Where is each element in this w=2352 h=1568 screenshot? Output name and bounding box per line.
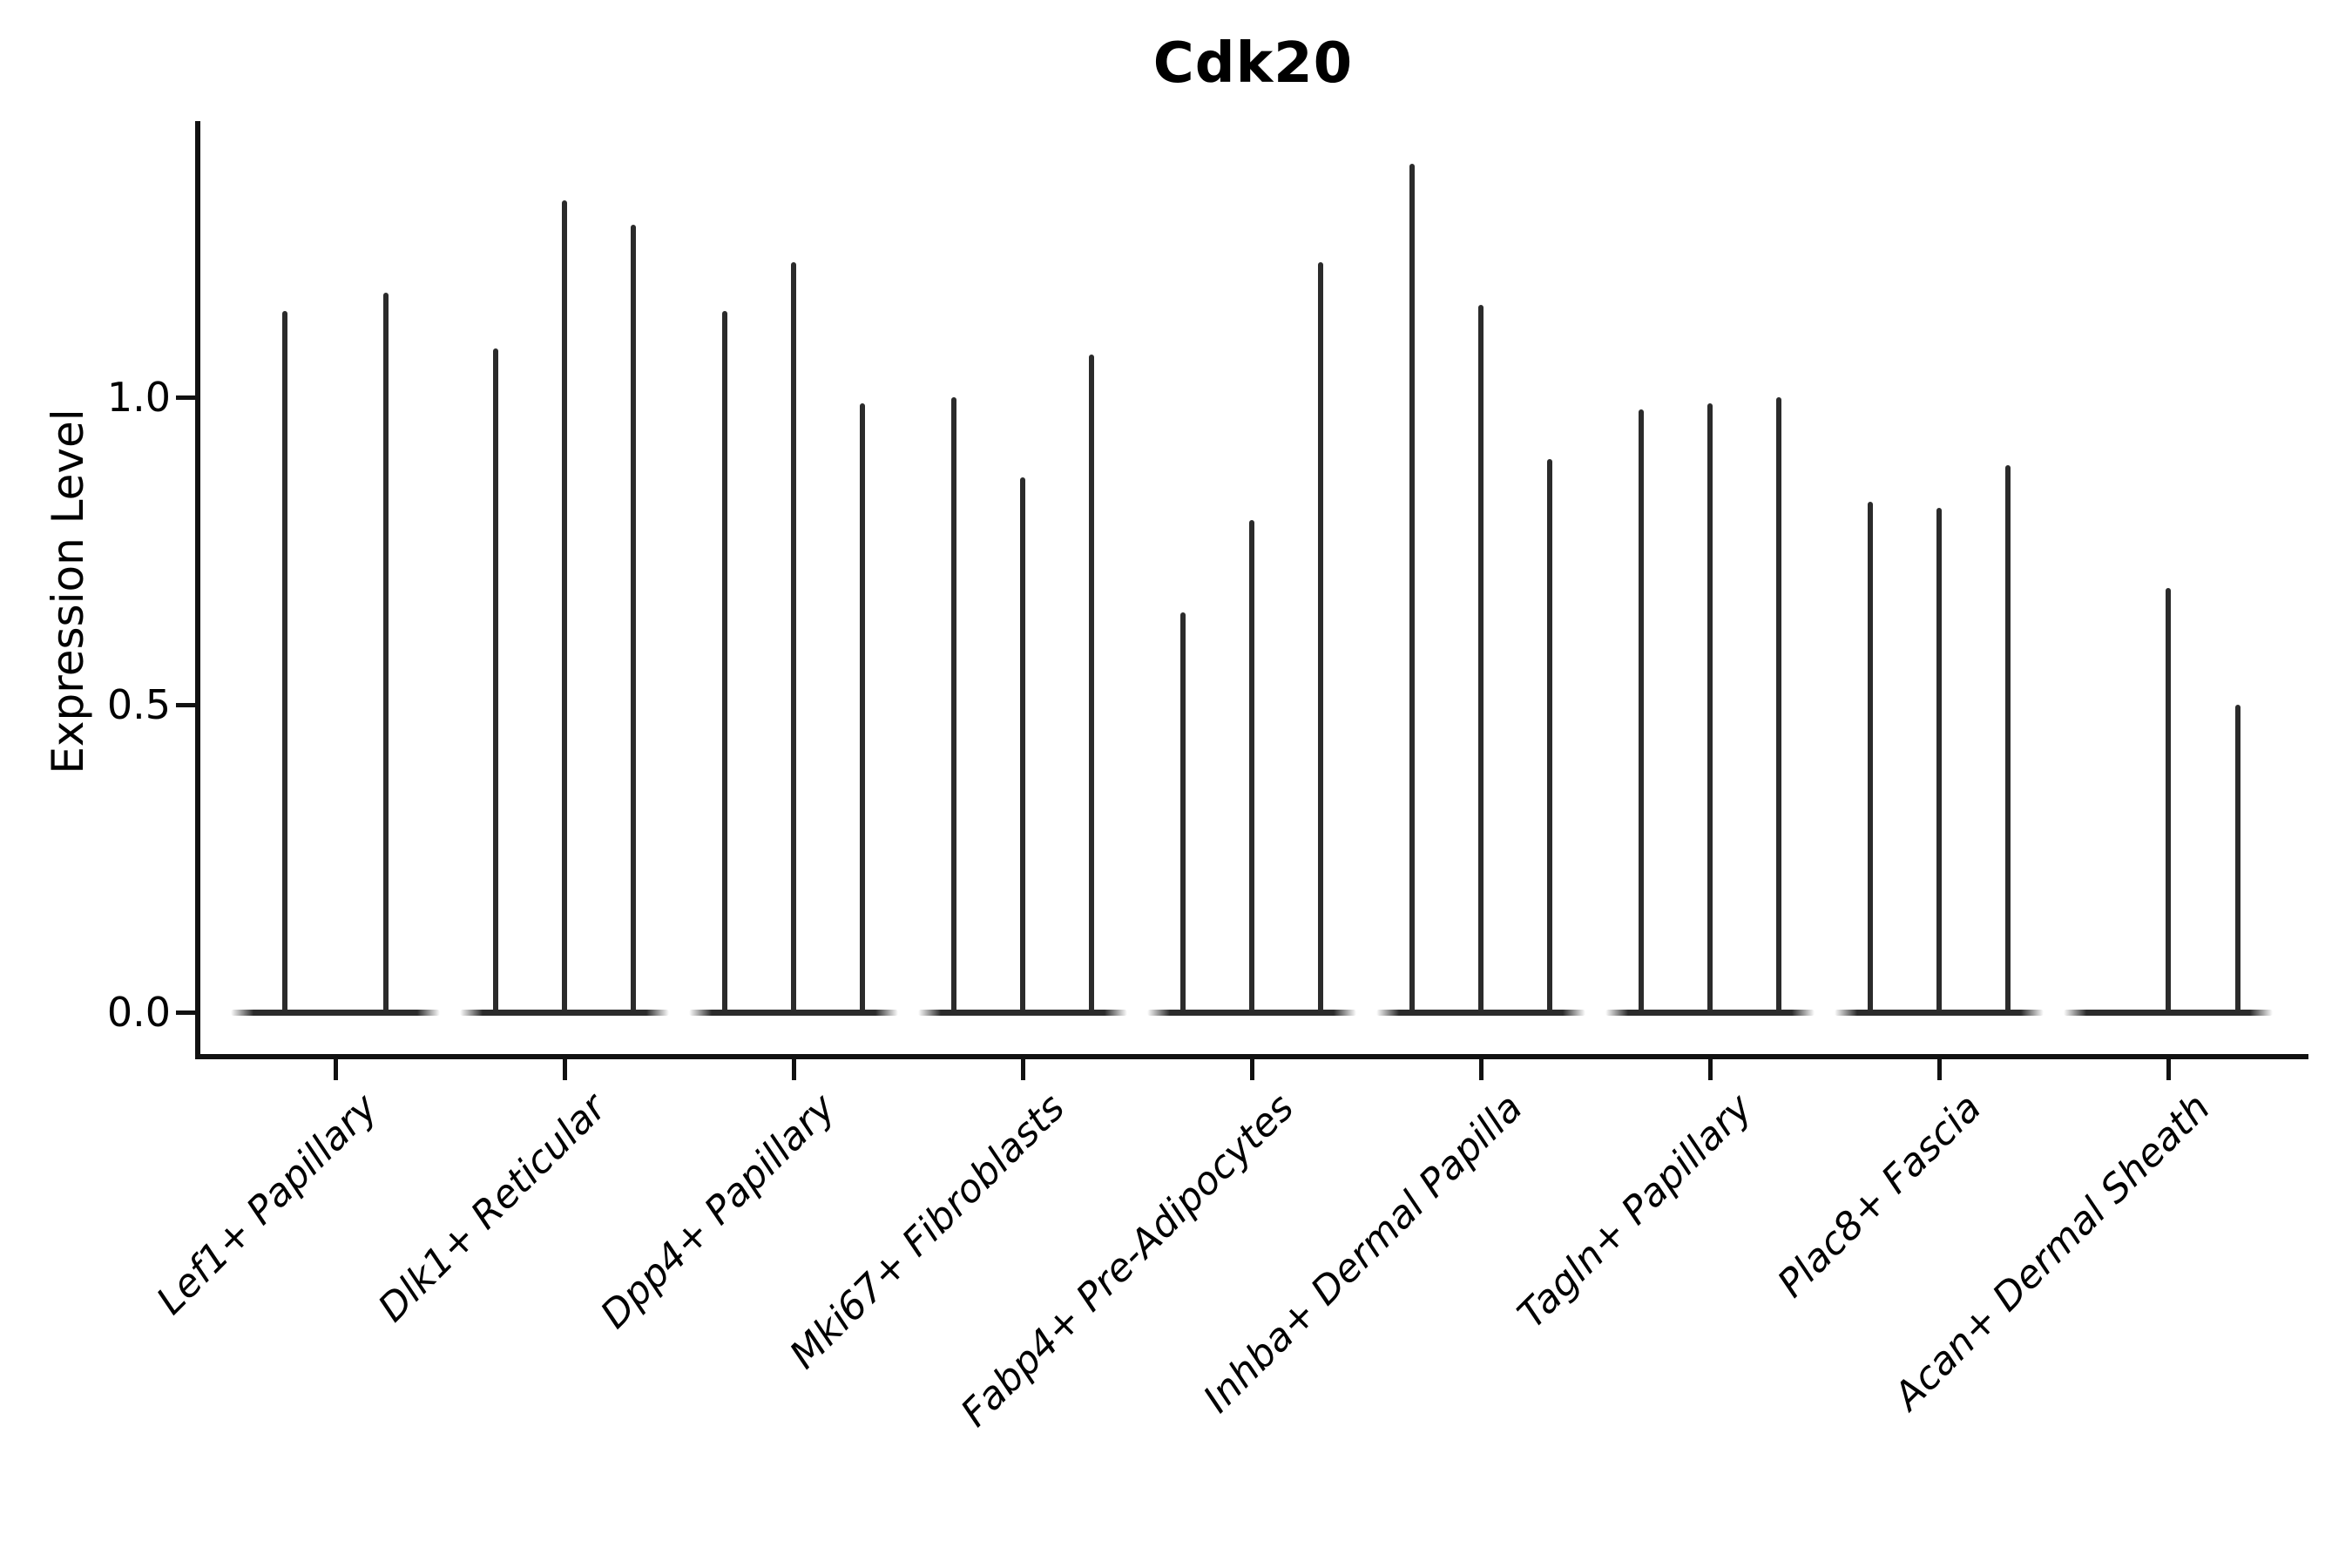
violin-baseline xyxy=(231,1010,440,1016)
violin-spike xyxy=(2005,464,2011,1012)
violin-baseline xyxy=(689,1010,898,1016)
y-tick-label: 0.5 xyxy=(106,681,171,728)
x-tick xyxy=(1021,1059,1025,1080)
x-tick xyxy=(563,1059,567,1080)
violin-spike xyxy=(1089,354,1094,1012)
y-tick xyxy=(176,1010,196,1015)
x-tick-label: Dlk1+ Reticular xyxy=(369,1085,616,1331)
violin-spike xyxy=(1936,508,1942,1012)
violin-spike xyxy=(951,397,956,1012)
x-tick-label: Lef1+ Papillary xyxy=(148,1085,387,1324)
x-tick xyxy=(1708,1059,1713,1080)
violin-spike xyxy=(2235,705,2240,1012)
y-axis-spine xyxy=(195,121,200,1059)
violin-baseline xyxy=(1605,1010,1815,1016)
x-tick xyxy=(1250,1059,1254,1080)
violin-spike xyxy=(1409,163,1415,1012)
violin-spike xyxy=(860,403,865,1012)
violin-spike xyxy=(1776,397,1781,1012)
violin-spike xyxy=(722,311,727,1012)
violin-spike xyxy=(1020,476,1025,1012)
violin-spike xyxy=(1868,502,1873,1012)
x-axis-spine xyxy=(195,1054,2308,1059)
x-tick xyxy=(1479,1059,1484,1080)
x-tick xyxy=(2166,1059,2171,1080)
violin-spike xyxy=(282,311,287,1012)
violin-baseline xyxy=(918,1010,1127,1016)
violin-baseline xyxy=(2064,1010,2273,1016)
y-tick xyxy=(176,395,196,400)
violin-spike xyxy=(1478,305,1484,1012)
y-tick xyxy=(176,703,196,707)
violin-baseline xyxy=(1835,1010,2044,1016)
violin-spike xyxy=(562,200,567,1012)
x-tick-label: Plac8+ Fascia xyxy=(1768,1085,1990,1307)
violin-spike xyxy=(493,348,498,1012)
violin-spike xyxy=(1547,458,1552,1012)
violin-spike xyxy=(1707,403,1713,1012)
violin-spike xyxy=(1180,612,1186,1012)
violin-spike xyxy=(1249,520,1254,1012)
y-axis-label: Expression Level xyxy=(43,409,93,774)
violin-spike xyxy=(2166,587,2171,1012)
chart-title: Cdk20 xyxy=(1152,31,1354,96)
violin-baseline xyxy=(1147,1010,1356,1016)
x-tick xyxy=(334,1059,338,1080)
x-tick xyxy=(1937,1059,1942,1080)
y-tick-label: 0.0 xyxy=(106,989,171,1036)
violin-spike xyxy=(791,261,796,1012)
violin-baseline xyxy=(460,1010,669,1016)
x-tick-label: Dpp4+ Papillary xyxy=(592,1085,845,1338)
violin-spike xyxy=(1318,261,1323,1012)
violin-spike xyxy=(383,292,389,1012)
violin-spike xyxy=(1639,409,1644,1012)
x-tick-label: Tagln+ Papillary xyxy=(1509,1085,1761,1337)
y-tick-label: 1.0 xyxy=(106,374,171,421)
violin-baseline xyxy=(1376,1010,1585,1016)
violin-spike xyxy=(631,225,636,1012)
x-tick xyxy=(792,1059,796,1080)
